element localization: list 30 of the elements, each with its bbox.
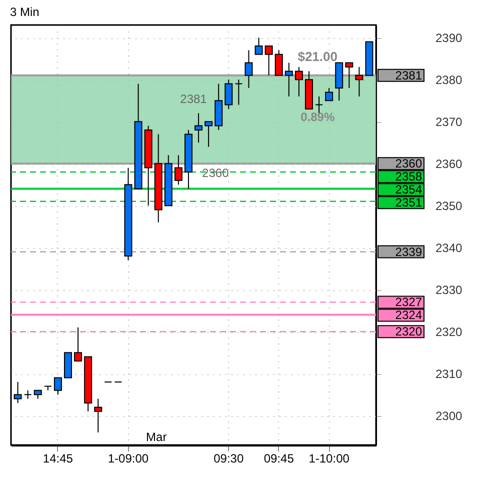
y-tick-label: 2380 — [436, 73, 463, 88]
ref-line-label: 2358 — [395, 170, 422, 184]
y-tick-label: 2310 — [436, 367, 463, 382]
y-tick-label: 2350 — [436, 199, 463, 214]
annotation: 0.89% — [300, 110, 335, 124]
y-tick-label: 2390 — [436, 31, 463, 46]
x-tick-label: 09:30 — [214, 452, 244, 466]
ref-line-label: 2354 — [395, 182, 422, 197]
chart-title: 3 Min — [10, 5, 40, 19]
ref-line-label: 2339 — [395, 244, 422, 259]
ref-line-label: 2351 — [395, 196, 422, 210]
ref-line-label: 2360 — [395, 156, 422, 171]
x-tick-label: 1-10:00 — [308, 452, 350, 466]
y-tick-label: 2300 — [436, 409, 463, 424]
x-tick-label: 1-09:00 — [108, 452, 149, 466]
y-tick-label: 2330 — [436, 283, 463, 298]
y-tick-label: 2340 — [436, 241, 463, 256]
y-tick-label: 2360 — [436, 157, 463, 172]
annotation: 2381 — [180, 92, 208, 106]
ref-line-label: 2381 — [395, 68, 422, 82]
x-tick-label: 09:45 — [264, 452, 294, 466]
ref-line-label: 2324 — [395, 308, 422, 322]
ref-line-label: 2320 — [395, 324, 422, 339]
ref-line-label: 2327 — [395, 295, 422, 310]
annotation: 2360 — [202, 166, 230, 180]
y-tick-label: 2370 — [436, 115, 463, 130]
x-tick-label: 14:45 — [42, 452, 74, 466]
y-tick-label: 2320 — [436, 325, 463, 340]
annotation: $21.00 — [298, 49, 338, 64]
annotation: Mar — [146, 430, 167, 444]
